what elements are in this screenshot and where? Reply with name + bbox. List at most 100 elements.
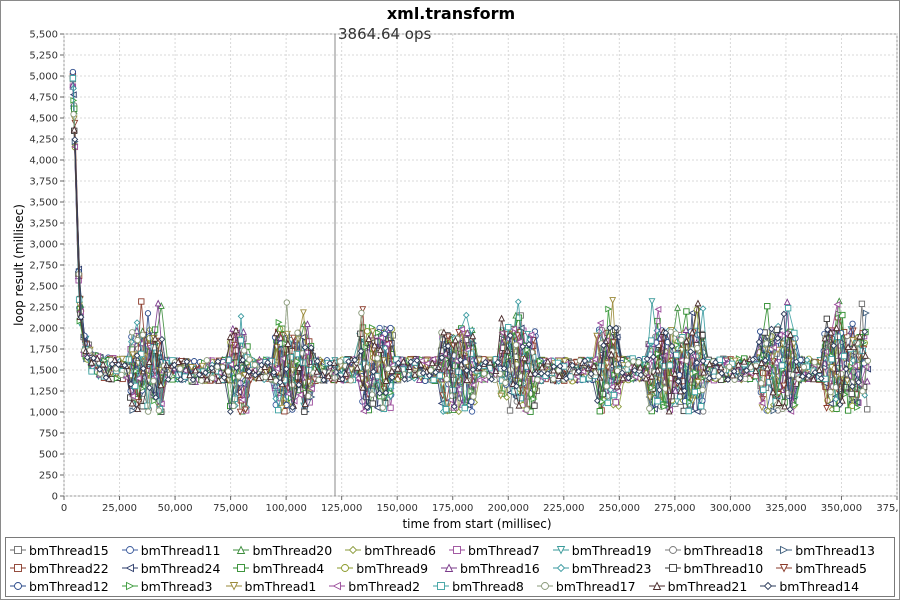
data-point xyxy=(152,394,160,401)
data-point xyxy=(833,405,840,412)
legend-label: bmThread2 xyxy=(348,578,421,594)
data-point xyxy=(660,362,667,370)
data-point xyxy=(368,391,376,398)
data-point xyxy=(118,355,126,363)
data-point xyxy=(835,310,843,318)
data-point xyxy=(387,404,394,411)
data-point xyxy=(544,370,551,377)
data-point xyxy=(587,370,595,378)
data-point xyxy=(761,357,769,364)
data-point xyxy=(849,383,856,390)
data-point xyxy=(202,369,209,377)
legend-item: bmThread15 xyxy=(10,541,109,559)
data-point xyxy=(347,377,354,384)
data-point xyxy=(781,402,789,410)
legend-label: bmThread17 xyxy=(555,578,636,594)
legend-item: bmThread16 xyxy=(441,559,540,577)
data-point xyxy=(129,329,136,336)
data-point xyxy=(96,366,104,373)
legend-item: bmThread13 xyxy=(776,541,875,559)
data-point xyxy=(382,389,390,397)
legend-item: bmThread20 xyxy=(233,541,332,559)
data-point xyxy=(486,358,494,366)
data-point xyxy=(208,364,216,372)
data-point xyxy=(237,312,245,320)
data-point xyxy=(338,375,346,383)
data-point xyxy=(500,365,508,372)
data-point xyxy=(859,388,866,395)
y-tick-label: 4,000 xyxy=(29,156,58,167)
data-point xyxy=(536,357,544,365)
data-point xyxy=(251,361,258,369)
legend-swatch xyxy=(433,582,450,590)
y-tick-label: 1,500 xyxy=(29,366,58,377)
data-point xyxy=(718,370,726,377)
data-point xyxy=(134,405,142,412)
data-point xyxy=(370,368,377,376)
legend-swatch-marker xyxy=(652,581,661,590)
data-point xyxy=(742,375,749,383)
legend-item: bmThread17 xyxy=(536,577,636,595)
data-point xyxy=(769,388,777,396)
legend-label: bmThread1 xyxy=(244,578,317,594)
data-point xyxy=(749,356,757,363)
legend-swatch xyxy=(760,581,777,591)
legend-label: bmThread11 xyxy=(140,542,221,558)
legend-swatch xyxy=(233,564,250,572)
data-point xyxy=(462,311,470,319)
data-point xyxy=(296,364,303,371)
data-point xyxy=(498,314,506,322)
data-point xyxy=(694,299,702,307)
data-point xyxy=(481,376,489,384)
data-point xyxy=(836,401,844,408)
data-point xyxy=(294,329,301,336)
data-point xyxy=(363,403,371,411)
data-point xyxy=(462,336,470,344)
data-point xyxy=(827,388,834,396)
data-point xyxy=(275,318,283,326)
data-point xyxy=(590,362,598,370)
y-tick-label: 0 xyxy=(52,492,58,503)
data-point xyxy=(581,357,589,365)
data-point xyxy=(457,356,464,364)
data-point xyxy=(156,366,163,374)
data-point xyxy=(833,301,841,308)
data-point xyxy=(215,376,223,384)
data-point xyxy=(320,376,328,384)
data-point xyxy=(443,375,450,383)
data-point xyxy=(612,324,620,332)
data-point xyxy=(770,344,777,351)
data-point xyxy=(324,372,332,380)
data-point xyxy=(245,368,253,375)
data-point xyxy=(164,376,172,383)
legend-swatch-marker xyxy=(780,564,789,573)
legend-swatch xyxy=(121,581,138,591)
legend-item: bmThread6 xyxy=(345,541,436,559)
data-point xyxy=(365,335,373,343)
data-point xyxy=(289,404,296,411)
data-point xyxy=(637,371,645,379)
data-point xyxy=(70,125,78,133)
legend-label: bmThread23 xyxy=(571,560,652,576)
data-point xyxy=(376,389,383,397)
legend-item: bmThread9 xyxy=(337,559,428,577)
data-point xyxy=(262,373,269,381)
data-point xyxy=(475,364,483,371)
data-point xyxy=(834,333,842,340)
legend-swatch-marker xyxy=(540,582,549,590)
data-point xyxy=(214,358,222,365)
data-point xyxy=(773,358,781,366)
data-point xyxy=(295,381,303,389)
data-point xyxy=(604,399,611,407)
data-point xyxy=(307,385,315,393)
data-point xyxy=(590,355,598,363)
data-point xyxy=(139,331,147,338)
legend-label: bmThread9 xyxy=(356,560,429,576)
data-point xyxy=(192,366,199,374)
data-point xyxy=(177,376,184,383)
data-point xyxy=(463,329,471,336)
data-point xyxy=(345,358,352,365)
data-point xyxy=(843,377,851,385)
data-point xyxy=(468,398,475,405)
y-tick-label: 4,250 xyxy=(29,135,58,146)
